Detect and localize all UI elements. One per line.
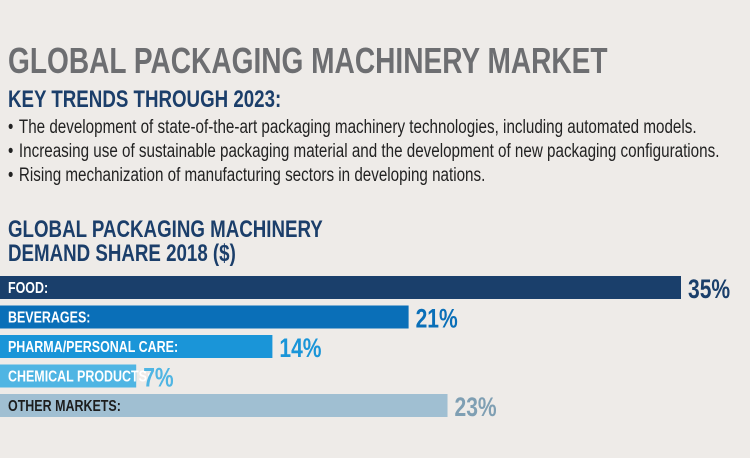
bullet-icon: • — [8, 141, 14, 162]
value-label: 7% — [143, 363, 173, 393]
trends-subtitle: KEY TRENDS THROUGH 2023: — [8, 86, 282, 113]
bullet-icon: • — [8, 117, 14, 138]
bullet-item: • The development of state-of-the-art pac… — [8, 117, 697, 138]
category-label: PHARMA/PERSONAL CARE: — [8, 339, 178, 357]
bar-1 — [0, 305, 409, 329]
category-label: BEVERAGES: — [8, 309, 90, 327]
bullet-icon: • — [8, 165, 14, 186]
value-label: 14% — [279, 334, 321, 364]
bullet-item: • Rising mechanization of manufacturing s… — [8, 165, 486, 186]
chart-title: GLOBAL PACKAGING MACHINERY DEMAND SHARE … — [8, 216, 323, 267]
page-title: GLOBAL PACKAGING MACHINERY MARKET — [8, 40, 608, 81]
value-label: 21% — [416, 304, 458, 334]
bar-3 — [0, 364, 137, 388]
category-label: FOOD: — [8, 280, 48, 298]
bar-0 — [0, 276, 681, 299]
value-label: 23% — [455, 393, 497, 423]
value-label: 35% — [688, 275, 730, 305]
bar-2 — [0, 335, 273, 358]
category-label: OTHER MARKETS: — [8, 398, 121, 416]
bar-4 — [0, 394, 448, 417]
bullet-item: • Increasing use of sustainable packaging… — [8, 141, 720, 162]
category-label: CHEMICAL PRODUCTS: — [8, 368, 151, 386]
